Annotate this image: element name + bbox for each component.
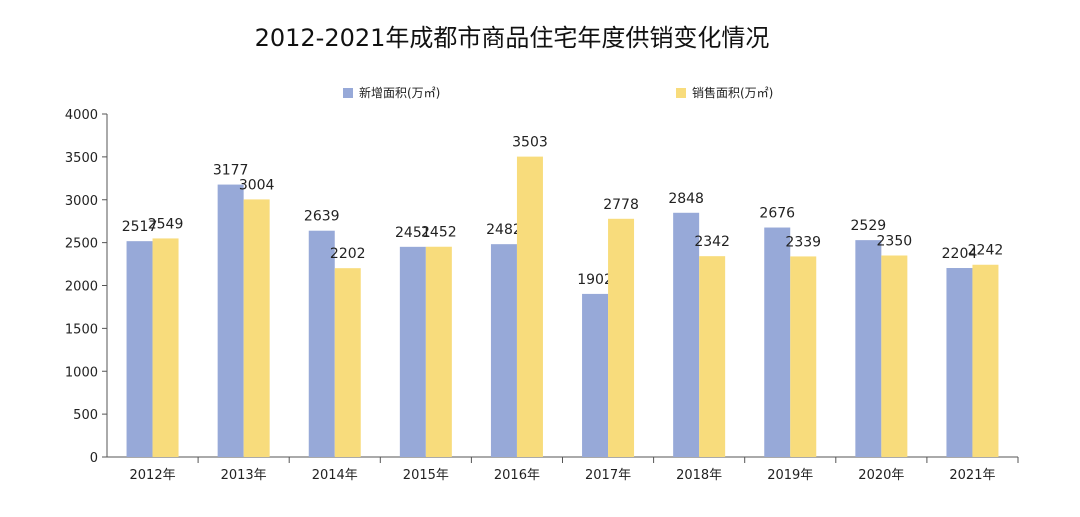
y-tick-label: 1500 (65, 322, 98, 337)
legend-item-new-area: 新增面积(万㎡) (343, 84, 440, 101)
bar-sales-area (608, 218, 635, 457)
data-label-sales-area: 2342 (694, 234, 730, 250)
chart-title: 2012-2021年成都市商品住宅年度供销变化情况 (254, 24, 770, 52)
bar-new-area (399, 246, 426, 457)
bar-new-area (308, 230, 335, 457)
data-label-new-area: 2676 (759, 206, 795, 222)
x-tick-label: 2013年 (221, 468, 267, 483)
legend-swatch-new-area (343, 87, 353, 98)
bar-new-area (946, 268, 973, 457)
x-tick-label: 2021年 (949, 468, 995, 483)
legend-label-sales-area: 销售面积(万㎡) (692, 86, 774, 100)
y-tick-label: 4000 (65, 108, 98, 123)
data-label-new-area: 2451 (395, 225, 431, 241)
bar-new-area (217, 184, 244, 457)
data-label-sales-area: 2242 (968, 243, 1004, 259)
bar-sales-area (881, 255, 908, 457)
bar-new-area (855, 240, 882, 457)
x-tick-label: 2017年 (585, 468, 631, 483)
data-label-new-area: 1902 (577, 272, 613, 288)
data-label-new-area: 3177 (213, 163, 249, 179)
bar-sales-area (790, 256, 817, 457)
y-tick-label: 0 (90, 451, 98, 466)
data-label-new-area: 2204 (942, 246, 978, 262)
data-label-sales-area: 2202 (330, 246, 366, 262)
data-label-sales-area: 2549 (148, 216, 184, 232)
legend: 新增面积(万㎡) 销售面积(万㎡) (0, 84, 1080, 104)
x-tick-label: 2020年 (858, 468, 904, 483)
x-tick-label: 2016年 (494, 468, 540, 483)
x-tick-label: 2018年 (676, 468, 722, 483)
bar-new-area (764, 227, 791, 457)
x-tick-label: 2019年 (767, 468, 813, 483)
y-tick-label: 2000 (65, 280, 98, 295)
y-tick-label: 2500 (65, 237, 98, 252)
legend-item-sales-area: 销售面积(万㎡) (676, 84, 773, 101)
data-label-sales-area: 3004 (239, 177, 275, 193)
bar-sales-area (972, 264, 999, 457)
bar-new-area (582, 293, 609, 457)
bar-sales-area (516, 156, 543, 458)
bar-new-area (673, 212, 700, 457)
data-label-new-area: 2529 (851, 218, 887, 234)
data-label-sales-area: 2339 (785, 234, 821, 250)
bar-sales-area (152, 238, 179, 457)
legend-label-new-area: 新增面积(万㎡) (359, 86, 441, 100)
y-tick-label: 3500 (65, 151, 98, 166)
bar-sales-area (699, 256, 726, 457)
data-label-new-area: 2482 (486, 222, 522, 238)
y-tick-label: 1000 (65, 365, 98, 380)
x-tick-label: 2015年 (403, 468, 449, 483)
y-tick-label: 3000 (65, 194, 98, 209)
bar-sales-area (334, 268, 361, 457)
bar-new-area (126, 241, 153, 457)
data-label-sales-area: 3503 (512, 135, 548, 151)
data-label-new-area: 2848 (668, 191, 704, 207)
data-label-sales-area: 2778 (603, 197, 639, 213)
data-label-new-area: 2517 (122, 219, 158, 235)
legend-swatch-sales-area (676, 87, 686, 98)
x-tick-label: 2014年 (312, 468, 358, 483)
x-tick-label: 2012年 (130, 468, 176, 483)
data-label-sales-area: 2452 (421, 225, 457, 241)
bar-sales-area (243, 199, 270, 458)
data-label-new-area: 2639 (304, 209, 340, 225)
bar-sales-area (425, 246, 452, 457)
y-tick-label: 500 (73, 408, 98, 423)
data-label-sales-area: 2350 (877, 233, 913, 249)
bar-new-area (490, 244, 517, 457)
